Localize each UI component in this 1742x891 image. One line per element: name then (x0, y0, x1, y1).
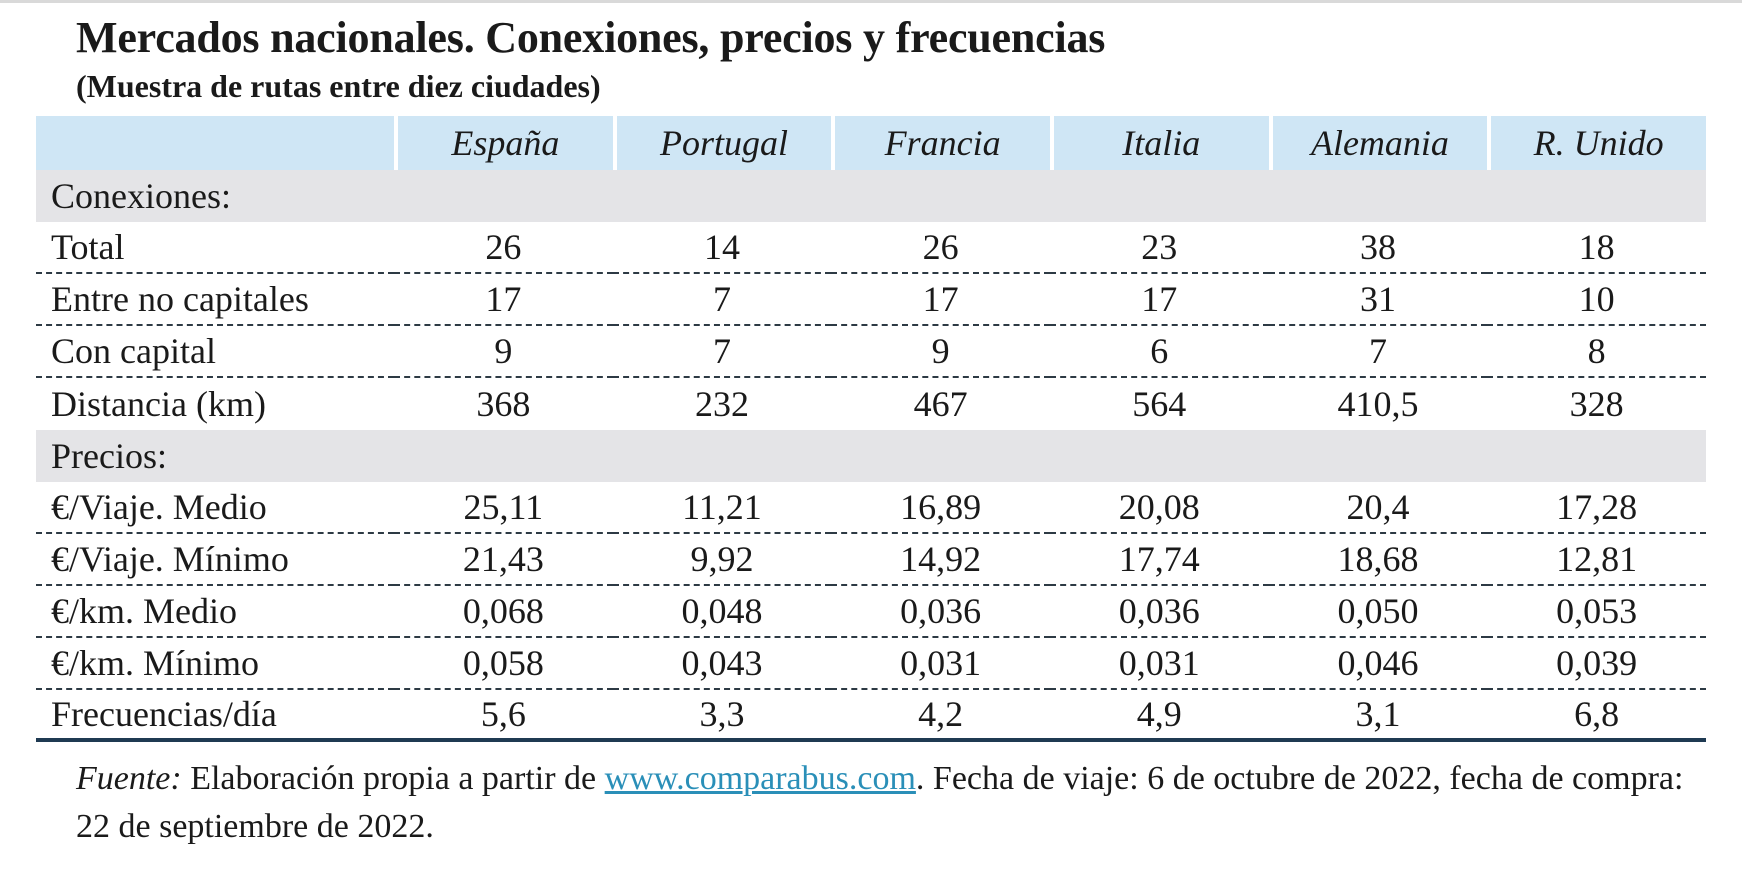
table-cell: 4,2 (831, 690, 1050, 742)
table-cell: 17,28 (1487, 482, 1706, 534)
table-cell: 10 (1487, 274, 1706, 326)
column-header-italia: Italia (1049, 116, 1269, 170)
table-cell: 564 (1132, 384, 1187, 424)
column-header-portugal: Portugal (612, 116, 832, 170)
table-cell: 3,1 (1268, 690, 1488, 742)
table-cell: 0,058 (394, 638, 613, 690)
table-header-row: España Portugal Francia Italia Alemania … (36, 116, 1706, 170)
table-row: Con capital 9 7 9 6 7 8 (36, 326, 1706, 378)
data-table: España Portugal Francia Italia Alemania … (36, 116, 1706, 742)
table-cell: 7 (612, 326, 832, 378)
table-cell: 16,89 (831, 482, 1050, 534)
source-label: Fuente: (76, 760, 182, 797)
table-row: Frecuencias/día 5,6 3,3 4,2 4,9 3,1 6,8 (36, 690, 1706, 742)
table-cell: 26 (394, 222, 613, 274)
table-cell: 368 (476, 384, 531, 424)
table-cell: 38 (1268, 222, 1488, 274)
section-row-precios: Precios: (36, 430, 1706, 482)
row-label: Distancia (km) (51, 384, 266, 424)
table-row: Total 26 14 26 23 38 18 (36, 222, 1706, 274)
table-cell: 26 (831, 222, 1050, 274)
table-cell: 467 (913, 384, 968, 424)
table-cell: 7 (612, 274, 832, 326)
source-text-after: . Fecha de viaje: 6 de octubre de 2022, … (76, 760, 1684, 845)
table-cell: 0,068 (394, 586, 613, 638)
table-row: €/km. Mínimo 0,058 0,043 0,031 0,031 0,0… (36, 638, 1706, 690)
table-cell: 9 (831, 326, 1050, 378)
table-cell: 17 (394, 274, 613, 326)
column-header-alemania: Alemania (1268, 116, 1488, 170)
row-label: €/Viaje. Mínimo (36, 534, 394, 586)
table-cell: 6 (1049, 326, 1269, 378)
table-cell: 11,21 (612, 482, 832, 534)
table-row: Entre no capitales 17 7 17 17 31 10 (36, 274, 1706, 326)
source-note: Fuente: Elaboración propia a partir de w… (76, 755, 1716, 851)
table-cell: 3,3 (612, 690, 832, 742)
section-heading: Precios: (36, 430, 1706, 482)
table-cell: 31 (1268, 274, 1488, 326)
table-cell: 0,031 (1049, 638, 1269, 690)
source-link[interactable]: www.comparabus.com (604, 760, 916, 797)
row-label: Frecuencias/día (36, 690, 394, 742)
table-cell: 9,92 (612, 534, 832, 586)
table-cell: 0,036 (1049, 586, 1269, 638)
table-cell: 14,92 (831, 534, 1050, 586)
source-text-before: Elaboración propia a partir de (181, 760, 605, 797)
table-cell: 17 (1049, 274, 1269, 326)
table-cell: 0,039 (1487, 638, 1706, 690)
table-cell: 21,43 (394, 534, 613, 586)
section-heading: Conexiones: (36, 170, 1706, 222)
table-cell: 0,048 (612, 586, 832, 638)
section-row-conexiones: Conexiones: (36, 170, 1706, 222)
column-header-francia: Francia (831, 116, 1050, 170)
table-row: €/km. Medio 0,068 0,048 0,036 0,036 0,05… (36, 586, 1706, 638)
table-cell: 0,031 (831, 638, 1050, 690)
table-row: €/Viaje. Mínimo 21,43 9,92 14,92 17,74 1… (36, 534, 1706, 586)
table-cell: 17,74 (1049, 534, 1269, 586)
table-cell: 25,11 (394, 482, 613, 534)
table-cell: 9 (394, 326, 613, 378)
table-cell: 0,036 (831, 586, 1050, 638)
row-label: €/km. Medio (36, 586, 394, 638)
table-cell: 0,043 (612, 638, 832, 690)
top-divider (0, 0, 1742, 3)
table-cell: 0,046 (1268, 638, 1488, 690)
header-blank-cell (36, 116, 394, 170)
table-cell: 328 (1569, 384, 1624, 424)
table-cell: 18,68 (1268, 534, 1488, 586)
row-label: €/Viaje. Medio (36, 482, 394, 534)
table-cell: 20,08 (1049, 482, 1269, 534)
table-row: €/Viaje. Medio 25,11 11,21 16,89 20,08 2… (36, 482, 1706, 534)
table-cell: 410,5 (1337, 384, 1419, 424)
table-cell: 8 (1487, 326, 1706, 378)
table-cell: 232 (694, 384, 749, 424)
table-cell: 7 (1268, 326, 1488, 378)
column-header-espana: España (394, 116, 613, 170)
page-title: Mercados nacionales. Conexiones, precios… (76, 13, 1106, 62)
column-header-r-unido: R. Unido (1487, 116, 1706, 170)
table-cell: 14 (612, 222, 832, 274)
table-cell: 12,81 (1487, 534, 1706, 586)
row-label: €/km. Mínimo (36, 638, 394, 690)
table-cell: 0,050 (1268, 586, 1488, 638)
table-row: Distancia (km) 368 232 467 564 410,5 328 (36, 378, 1706, 430)
table-cell: 6,8 (1487, 690, 1706, 742)
table-cell: 5,6 (394, 690, 613, 742)
page-subtitle: (Muestra de rutas entre diez ciudades) (76, 68, 601, 104)
table-cell: 23 (1049, 222, 1269, 274)
row-label: Con capital (36, 326, 394, 378)
table-cell: 20,4 (1268, 482, 1488, 534)
row-label: Total (36, 222, 394, 274)
table-cell: 4,9 (1049, 690, 1269, 742)
table-cell: 17 (831, 274, 1050, 326)
table-cell: 18 (1487, 222, 1706, 274)
row-label: Entre no capitales (36, 274, 394, 326)
table-cell: 0,053 (1487, 586, 1706, 638)
